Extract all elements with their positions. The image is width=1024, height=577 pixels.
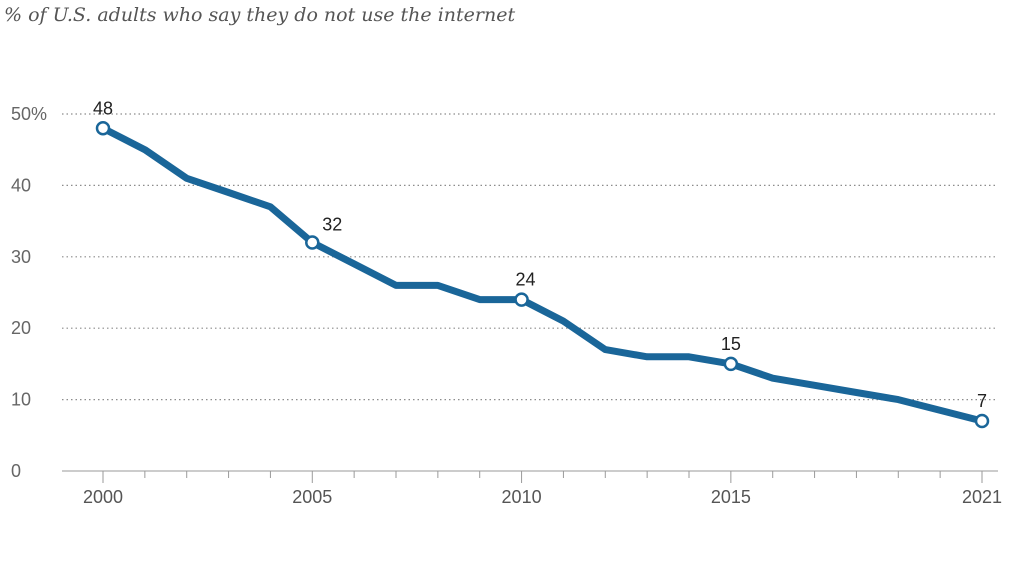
data-point-marker xyxy=(974,413,990,429)
x-tick-label: 2005 xyxy=(292,487,332,507)
y-tick-label: 20 xyxy=(11,318,31,338)
x-tick-label: 2015 xyxy=(711,487,751,507)
data-label: 48 xyxy=(93,98,113,118)
y-tick-label: 30 xyxy=(11,247,31,267)
data-label: 24 xyxy=(516,270,536,290)
y-tick-label: 10 xyxy=(11,390,31,410)
x-tick-label: 2010 xyxy=(502,487,542,507)
y-tick-label: 0 xyxy=(11,461,21,481)
x-tick-label: 2000 xyxy=(83,487,123,507)
y-tick-label: 50% xyxy=(11,104,47,124)
x-tick-label: 2021 xyxy=(962,487,1002,507)
data-point-marker xyxy=(95,121,111,136)
data-label: 7 xyxy=(977,391,987,411)
data-label: 15 xyxy=(721,334,741,354)
y-tick-label: 40 xyxy=(11,175,31,195)
chart-title: % of U.S. adults who say they do not use… xyxy=(4,4,516,26)
data-point-marker xyxy=(305,235,320,250)
data-label: 32 xyxy=(322,215,342,235)
data-point-marker xyxy=(723,356,739,372)
data-point-marker xyxy=(514,292,529,307)
series-line xyxy=(99,124,986,425)
